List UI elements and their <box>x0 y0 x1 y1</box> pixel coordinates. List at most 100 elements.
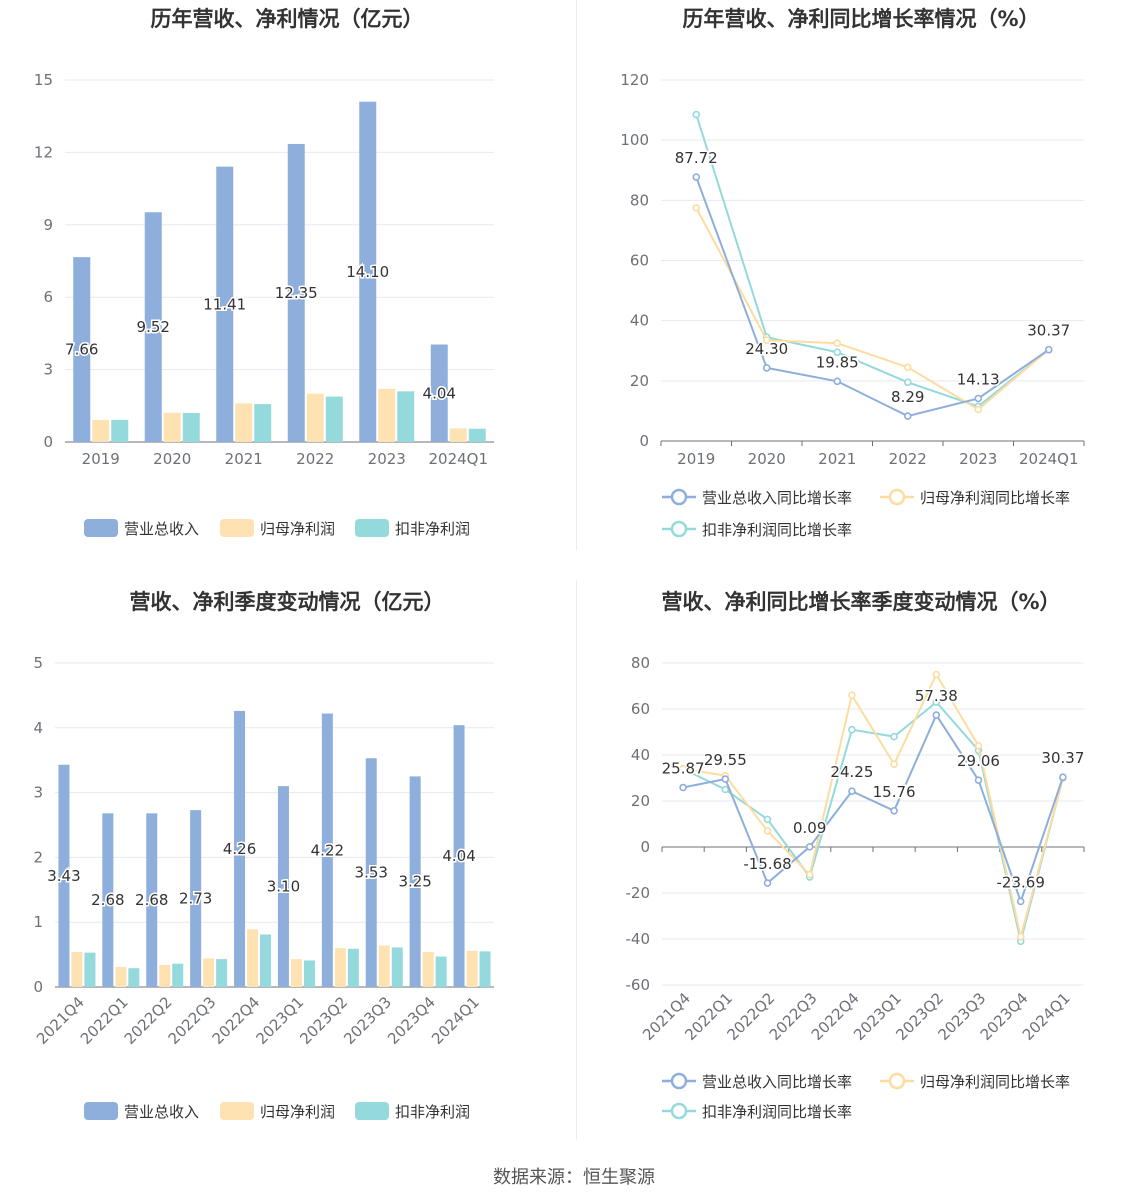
point-deducted-profit-growth <box>890 732 898 741</box>
x-tick-label: 2020 <box>748 450 786 468</box>
x-tick-label: 2022Q4 <box>209 993 264 1048</box>
data-label: 14.13 <box>957 370 1000 388</box>
bar-deducted-profit <box>325 396 343 442</box>
chart-p1: 历年营收、净利情况（亿元） 0 3 6 9 12 15 7.66 2019 9.52 2020 11.… <box>34 7 494 538</box>
y-tick-label: 1 <box>33 913 43 931</box>
y-tick-label: 5 <box>33 654 43 672</box>
y-tick-label: -60 <box>626 976 651 994</box>
legend-label: 扣非净利润 <box>395 1103 470 1121</box>
bar-net-profit <box>92 420 110 442</box>
bar-deducted-profit <box>260 934 272 987</box>
y-tick-label: 4 <box>33 719 43 737</box>
legend-label: 归母净利润同比增长率 <box>920 1073 1070 1091</box>
point-net-profit-growth <box>763 827 772 835</box>
y-tick-label: 0 <box>43 433 53 451</box>
x-tick-label: 2020 <box>153 450 191 468</box>
y-tick-label: 80 <box>630 191 649 209</box>
x-tick-label: 2019 <box>677 450 715 468</box>
y-tick-label: 20 <box>630 372 649 390</box>
point-revenue-growth <box>721 775 730 783</box>
bar-revenue <box>321 713 333 987</box>
bar-deducted-profit <box>182 413 200 442</box>
x-tick-label: 2023Q4 <box>384 993 439 1048</box>
y-tick-label: 60 <box>630 252 649 270</box>
chart-title: 营收、净利同比增长率季度变动情况（%） <box>661 590 1060 614</box>
point-deducted-profit-growth <box>833 348 842 357</box>
bar-deducted-profit <box>172 963 184 987</box>
point-deducted-profit-growth <box>763 815 772 824</box>
bar-net-profit <box>71 952 83 987</box>
y-tick-label: 60 <box>631 700 650 718</box>
legend-swatch-marker <box>670 1102 688 1120</box>
bar-deducted-profit <box>128 968 140 987</box>
x-tick-label: 2023 <box>959 450 997 468</box>
x-tick-label: 2022 <box>296 450 334 468</box>
data-label: 12.35 <box>275 284 318 302</box>
panel-quarterly-growth-rate: 营收、净利同比增长率季度变动情况（%） -60 -40 -20 0 20 40 60 80 25.… <box>574 585 1148 1170</box>
y-tick-label: 3 <box>33 784 43 802</box>
data-source: 数据来源：恒生聚源 <box>493 1167 655 1188</box>
legend-label: 归母净利润 <box>260 520 335 538</box>
point-net-profit-growth <box>848 691 856 699</box>
y-tick-label: 20 <box>631 792 650 810</box>
legend-swatch-marker <box>888 488 906 506</box>
point-revenue-growth <box>692 173 701 181</box>
bar-revenue <box>365 758 377 987</box>
data-label: 8.29 <box>891 388 924 406</box>
line-revenue-growth <box>695 176 1050 418</box>
bar-net-profit <box>378 945 390 987</box>
bar-deducted-profit <box>84 952 96 987</box>
data-label: -23.69 <box>997 873 1045 891</box>
data-label: 24.25 <box>830 763 873 781</box>
bar-revenue <box>277 786 289 987</box>
bar-revenue <box>146 813 158 987</box>
data-label: 2.68 <box>91 891 124 909</box>
bar-revenue <box>234 710 246 987</box>
data-label: 29.06 <box>957 752 1000 770</box>
point-revenue-growth <box>974 776 983 784</box>
point-deducted-profit-growth <box>932 698 941 706</box>
x-tick-label: 2022Q1 <box>77 993 132 1048</box>
point-net-profit-growth <box>903 363 912 372</box>
x-tick-label: 2019 <box>82 450 120 468</box>
data-label: 25.87 <box>662 759 705 777</box>
y-tick-label: 3 <box>43 361 53 379</box>
line-deducted-profit-growth <box>695 114 1050 408</box>
bar-deducted-profit <box>111 419 129 442</box>
data-label: 4.26 <box>223 840 256 858</box>
legend-swatch-marker <box>670 520 688 538</box>
bar-net-profit <box>159 964 171 987</box>
y-tick-label: 0 <box>639 432 649 450</box>
panel-annual-growth-rate: 历年营收、净利同比增长率情况（%） 0 20 40 60 80 100 120 87.72 24.… <box>574 0 1148 585</box>
legend-label: 归母净利润同比增长率 <box>920 489 1070 507</box>
x-tick-label: 2021 <box>818 450 856 468</box>
legend-label: 扣非净利润同比增长率 <box>702 521 852 539</box>
y-tick-label: 100 <box>620 131 649 149</box>
y-tick-label: -20 <box>626 884 651 902</box>
chart-title: 历年营收、净利同比增长率情况（%） <box>682 7 1039 31</box>
legend-label: 营业总收入 <box>124 1103 199 1121</box>
x-tick-label: 2023 <box>368 450 406 468</box>
point-net-profit-growth <box>833 339 842 348</box>
data-label: 29.55 <box>704 751 747 769</box>
bar-revenue <box>58 764 70 987</box>
data-label: 4.04 <box>423 384 456 402</box>
point-revenue-growth <box>762 364 771 372</box>
legend-label: 扣非净利润 <box>395 520 470 538</box>
bar-net-profit <box>378 388 396 442</box>
bar-revenue <box>190 810 202 987</box>
point-revenue-growth <box>833 377 842 386</box>
bar-revenue <box>453 725 465 987</box>
data-label: 15.76 <box>873 783 916 801</box>
chart-title: 历年营收、净利情况（亿元） <box>151 7 424 31</box>
bar-deducted-profit <box>468 428 486 442</box>
legend-swatch <box>355 519 389 537</box>
point-deducted-profit-growth <box>692 110 701 119</box>
y-tick-label: 0 <box>33 978 43 996</box>
y-tick-label: 80 <box>631 654 650 672</box>
legend-swatch <box>220 519 254 537</box>
legend-swatch <box>220 1102 254 1120</box>
legend-label: 营业总收入同比增长率 <box>702 1073 852 1091</box>
bar-deducted-profit <box>435 956 447 987</box>
x-tick-label: 2023Q1 <box>252 993 307 1048</box>
